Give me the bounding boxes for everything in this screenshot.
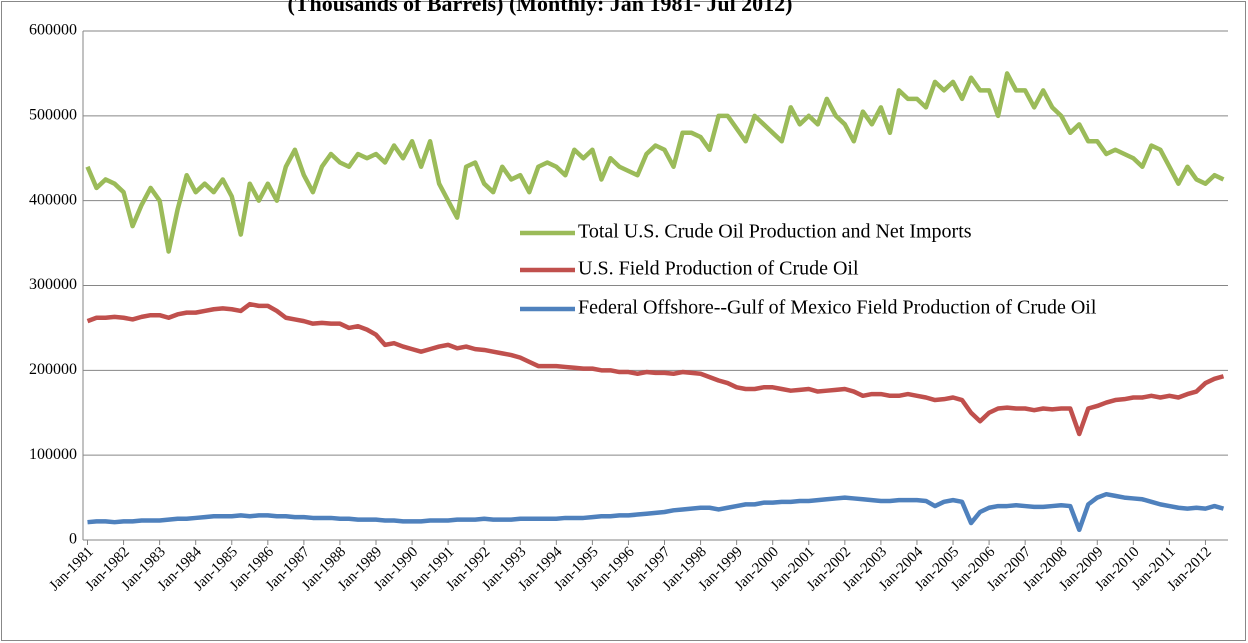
legend-label: Federal Offshore--Gulf of Mexico Field P…: [578, 297, 1097, 319]
series-line: [85, 71, 1225, 254]
legend-label: Total U.S. Crude Oil Production and Net …: [578, 221, 972, 243]
chart-title: (Thousands of Barrels) (Monthly: Jan 198…: [287, 0, 792, 16]
y-tick-label: 400000: [29, 191, 77, 208]
series-line: [87, 491, 1225, 533]
y-tick-label: 600000: [29, 22, 77, 39]
y-tick-label: 200000: [29, 361, 77, 378]
legend-label: U.S. Field Production of Crude Oil: [578, 258, 859, 280]
y-tick-label: 100000: [29, 446, 77, 463]
y-tick-label: 300000: [29, 276, 77, 293]
y-tick-label: 500000: [29, 107, 77, 124]
y-tick-label: 0: [69, 531, 77, 548]
series-line: [86, 301, 1225, 437]
